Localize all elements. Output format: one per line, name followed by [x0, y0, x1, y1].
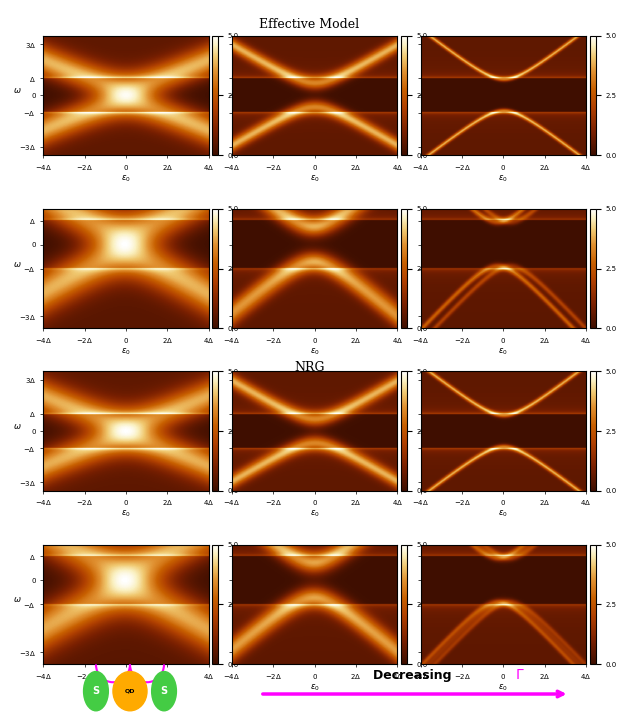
Y-axis label: D.O.S.(a.u.): D.O.S.(a.u.)	[431, 584, 437, 625]
X-axis label: $\epsilon_0$: $\epsilon_0$	[310, 346, 319, 357]
X-axis label: $\epsilon_0$: $\epsilon_0$	[498, 346, 508, 357]
X-axis label: $\epsilon_0$: $\epsilon_0$	[498, 509, 508, 519]
X-axis label: $\epsilon_0$: $\epsilon_0$	[310, 682, 319, 693]
Y-axis label: D.O.S.(a.u.): D.O.S.(a.u.)	[431, 411, 437, 451]
X-axis label: $\epsilon_0$: $\epsilon_0$	[498, 174, 508, 183]
Circle shape	[113, 671, 147, 711]
Text: NRG: NRG	[294, 361, 325, 373]
Y-axis label: D.O.S.(a.u.): D.O.S.(a.u.)	[431, 248, 437, 289]
X-axis label: $\epsilon_0$: $\epsilon_0$	[310, 509, 319, 519]
Y-axis label: $\omega$: $\omega$	[13, 595, 22, 604]
X-axis label: $\epsilon_0$: $\epsilon_0$	[121, 346, 131, 357]
Y-axis label: D.O.S.(a.u.): D.O.S.(a.u.)	[431, 75, 437, 116]
Text: Effective Model: Effective Model	[259, 18, 360, 31]
Text: QD: QD	[125, 688, 135, 694]
Text: S: S	[160, 686, 168, 696]
Y-axis label: $\omega$: $\omega$	[13, 422, 22, 431]
X-axis label: $\epsilon_0$: $\epsilon_0$	[121, 509, 131, 519]
Y-axis label: $\omega$: $\omega$	[13, 260, 22, 268]
Y-axis label: D.O.S.(a.u.): D.O.S.(a.u.)	[242, 584, 248, 625]
Y-axis label: D.O.S.(a.u.): D.O.S.(a.u.)	[242, 75, 248, 116]
X-axis label: $\epsilon_0$: $\epsilon_0$	[498, 682, 508, 693]
Text: S: S	[92, 686, 100, 696]
Ellipse shape	[152, 671, 176, 711]
Text: Decreasing: Decreasing	[373, 669, 456, 682]
Y-axis label: $\omega$: $\omega$	[13, 86, 22, 96]
Y-axis label: D.O.S.(a.u.): D.O.S.(a.u.)	[242, 411, 248, 451]
Ellipse shape	[84, 671, 108, 711]
X-axis label: $\epsilon_0$: $\epsilon_0$	[121, 174, 131, 183]
Text: $\Gamma$: $\Gamma$	[515, 668, 525, 682]
Y-axis label: D.O.S.(a.u.): D.O.S.(a.u.)	[242, 248, 248, 289]
X-axis label: $\epsilon_0$: $\epsilon_0$	[121, 682, 131, 693]
X-axis label: $\epsilon_0$: $\epsilon_0$	[310, 174, 319, 183]
